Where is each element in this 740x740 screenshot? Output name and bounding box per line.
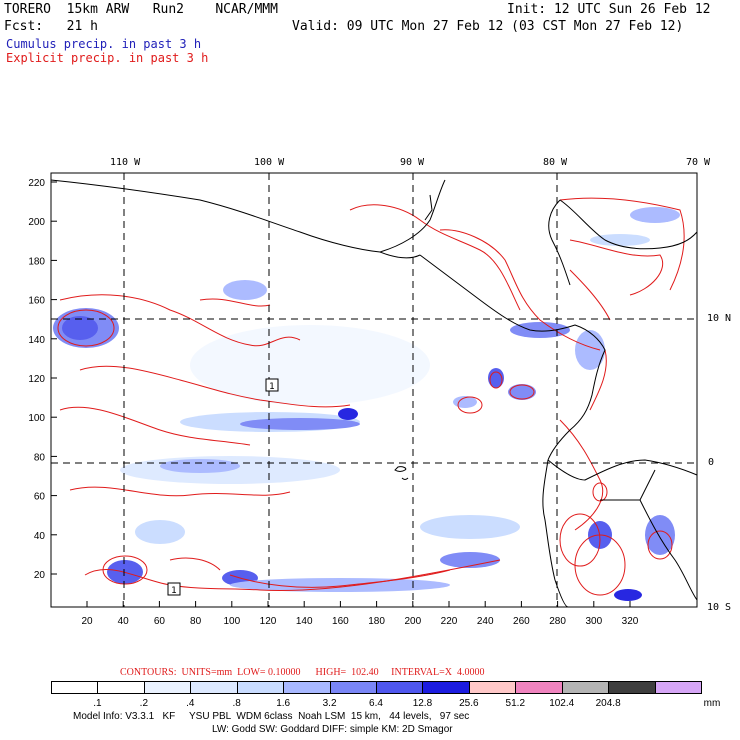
- station-marker-1: [265, 378, 279, 392]
- forecast-hour: Fcst: 21 h: [4, 19, 98, 34]
- coastlines: [50, 179, 698, 608]
- legend-value: .1: [93, 698, 102, 709]
- station-marker-1-label: 1: [269, 382, 275, 392]
- y-tick-label: 100: [28, 413, 45, 424]
- x-axis-ticks: 20 40 60 80 100 120 140 160 180 200 220 240 260 280 30…: [81, 601, 639, 627]
- y-tick-label: 160: [28, 296, 45, 307]
- legend-value: .2: [139, 698, 149, 709]
- lat-label-10n: 10 N: [707, 313, 732, 324]
- legend-swatch: [283, 681, 331, 694]
- y-tick-label: 80: [34, 452, 46, 463]
- x-tick-label: 160: [332, 616, 349, 627]
- legend-swatch: [236, 681, 285, 694]
- legend-swatch: [422, 681, 470, 694]
- station-marker-2-label: 1: [171, 586, 177, 596]
- x-tick-label: 180: [368, 616, 385, 627]
- legend-swatch: [561, 681, 610, 694]
- x-tick-label: 80: [190, 616, 202, 627]
- x-tick-label: 240: [477, 616, 494, 627]
- legend-swatch: [51, 681, 99, 694]
- x-tick-label: 300: [585, 616, 602, 627]
- legend-swatch: [329, 681, 377, 694]
- valid-time: Valid: 09 UTC Mon 27 Feb 12 (03 CST Mon …: [292, 19, 684, 34]
- cumulus-label: Cumulus precip. in past 3 h: [6, 37, 202, 51]
- station-marker-2: [167, 582, 181, 596]
- y-tick-label: 180: [28, 256, 45, 267]
- x-tick-label: 260: [513, 616, 530, 627]
- contour-info: CONTOURS: UNITS=mm LOW= 0.10000 HIGH= 10…: [120, 667, 485, 678]
- legend-swatch: [190, 681, 238, 694]
- lon-label-80w: 80 W: [543, 157, 568, 168]
- x-tick-label: 20: [81, 616, 93, 627]
- lat-label-0: 0: [708, 457, 715, 468]
- x-tick-label: 140: [296, 616, 313, 627]
- x-tick-label: 100: [223, 616, 240, 627]
- y-tick-label: 40: [34, 531, 46, 542]
- x-tick-label: 40: [118, 616, 130, 627]
- legend-value: 12.8: [412, 698, 433, 709]
- legend-value: 102.4: [549, 698, 575, 709]
- x-tick-label: 220: [441, 616, 458, 627]
- x-tick-label: 120: [260, 616, 277, 627]
- lon-label-100w: 100 W: [254, 157, 285, 168]
- legend-value: .8: [232, 698, 241, 709]
- legend-value: 25.6: [459, 698, 479, 709]
- station-markers: 1 1: [167, 378, 279, 596]
- x-tick-label: 60: [154, 616, 166, 627]
- y-axis-ticks: 220 200 180 160 140 120 100 80 60 40 20: [28, 178, 57, 581]
- y-tick-label: 140: [28, 335, 45, 346]
- model-title: TORERO 15km ARW Run2 NCAR/MMM: [4, 2, 278, 17]
- legend-swatch: [608, 681, 656, 694]
- legend-value: .4: [186, 698, 195, 709]
- x-tick-label: 280: [549, 616, 566, 627]
- y-tick-label: 60: [34, 492, 46, 503]
- init-time: Init: 12 UTC Sun 26 Feb 12: [507, 2, 711, 17]
- legend-value: 1.6: [276, 698, 291, 709]
- legend-value: 6.4: [369, 698, 383, 709]
- explicit-contours: [57, 197, 685, 596]
- legend-swatch: [654, 681, 702, 694]
- x-tick-label: 200: [404, 616, 421, 627]
- y-tick-label: 200: [28, 217, 45, 228]
- legend-unit: mm: [703, 698, 721, 709]
- legend-swatch: [515, 681, 563, 694]
- y-tick-label: 120: [28, 374, 45, 385]
- legend-swatch: [376, 681, 424, 694]
- model-info-line-2: LW: Godd SW: Goddard DIFF: simple KM: 2D…: [212, 724, 453, 735]
- legend-value: 3.2: [322, 698, 337, 709]
- legend-swatch: [97, 681, 145, 694]
- y-tick-label: 20: [34, 570, 46, 581]
- x-tick-label: 320: [622, 616, 639, 627]
- model-info-line-1: Model Info: V3.3.1 KF YSU PBL WDM 6class…: [73, 711, 470, 722]
- legend-swatch: [468, 681, 517, 694]
- legend-value: 51.2: [505, 698, 526, 709]
- lon-label-110w: 110 W: [110, 157, 141, 168]
- legend-swatch: [143, 681, 192, 694]
- lon-label-70w: 70 W: [686, 157, 711, 168]
- lat-label-10s: 10 S: [707, 602, 732, 613]
- y-tick-label: 220: [28, 178, 45, 189]
- latlon-grid: [51, 173, 697, 607]
- lon-label-90w: 90 W: [400, 157, 425, 168]
- explicit-label: Explicit precip. in past 3 h: [6, 51, 209, 65]
- legend-value: 204.8: [595, 698, 621, 709]
